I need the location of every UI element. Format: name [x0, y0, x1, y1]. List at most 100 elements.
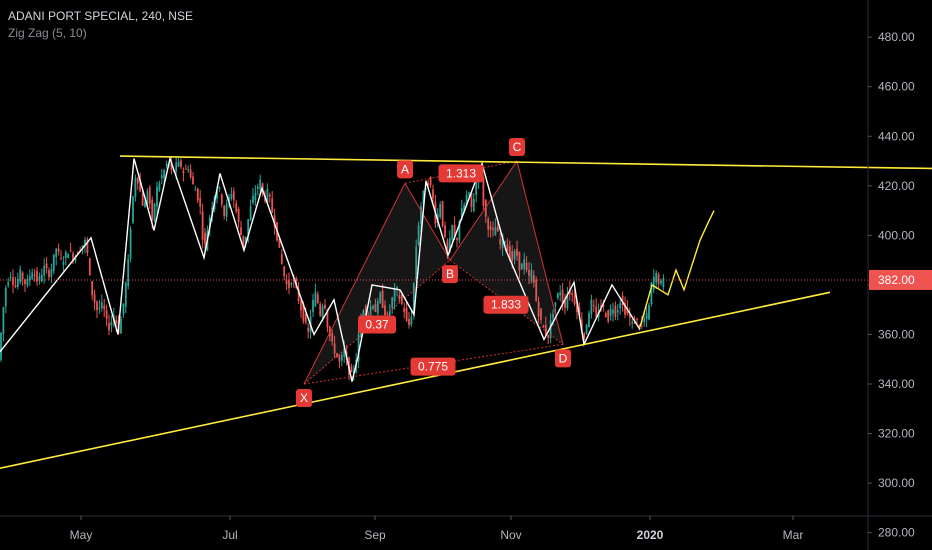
candle-body — [26, 278, 29, 286]
candle-body — [14, 285, 17, 287]
point-label-bg-A — [397, 160, 413, 179]
candle-body — [648, 304, 650, 320]
time-axis[interactable]: May Jul Sep Nov 2020 Mar — [0, 515, 932, 542]
indicator-label[interactable]: Zig Zag (5, 10) — [8, 26, 87, 40]
candle-body — [158, 183, 161, 191]
candle-body — [501, 235, 504, 248]
projection-path[interactable] — [639, 210, 715, 328]
candle-body — [216, 190, 218, 199]
candle-body — [232, 191, 235, 201]
candle-body — [124, 282, 127, 307]
resistance-trendline — [119, 155, 932, 170]
candle-body — [571, 293, 574, 296]
candle-body — [336, 353, 338, 357]
candle-body — [408, 319, 410, 326]
candle-body — [460, 208, 463, 220]
candle-body — [384, 305, 386, 316]
candle-body — [331, 332, 334, 342]
candle-body — [542, 325, 545, 328]
harmonic-leg-AB — [404, 183, 451, 261]
trendlines[interactable] — [0, 155, 932, 470]
candle-body — [288, 280, 290, 289]
candle-body — [307, 327, 310, 332]
candle-body — [189, 169, 192, 178]
candle-body — [340, 354, 343, 361]
candle-body — [602, 303, 605, 307]
candle-body — [256, 186, 259, 189]
candle-body — [628, 314, 631, 319]
candle-body — [91, 281, 94, 296]
candle-body — [465, 194, 468, 206]
candle-body — [69, 250, 72, 252]
candle-body — [283, 266, 286, 276]
candle-body — [386, 312, 389, 315]
candle-body — [81, 245, 84, 248]
candle-body — [496, 227, 499, 232]
candle-body — [451, 225, 454, 240]
candle-body — [105, 310, 108, 319]
candle-body — [266, 188, 269, 204]
candle-body — [153, 203, 156, 221]
candle-body — [43, 265, 46, 276]
candle-body — [220, 194, 223, 205]
candle-body — [432, 189, 434, 199]
candle-body — [208, 217, 211, 229]
candle-body — [110, 321, 113, 326]
candle-body — [468, 192, 470, 195]
price-axis[interactable]: 480.00460.00440.00420.00400.00380.00360.… — [867, 0, 932, 550]
candle-body — [470, 192, 473, 207]
chart-legend: ADANI PORT SPECIAL, 240, NSE Zig Zag (5,… — [8, 8, 193, 42]
candle-body — [292, 279, 295, 282]
point-label-bg-C — [509, 138, 525, 157]
candle-body — [184, 168, 187, 170]
candle-body — [302, 303, 305, 322]
price-tick-label: 440.00 — [878, 129, 915, 143]
candle-body — [64, 252, 67, 259]
candle-body — [655, 273, 658, 283]
pattern-labels[interactable]: X A B C D 0.37 0.775 1.313 1.833 — [296, 138, 571, 408]
candle-body — [312, 299, 314, 312]
candle-body — [439, 204, 442, 217]
candle-body — [415, 246, 418, 279]
last-price-badge — [869, 269, 932, 290]
candle-body — [31, 272, 34, 280]
point-label-bg-X — [296, 389, 312, 408]
candle-body — [660, 280, 662, 284]
candle-body — [410, 317, 413, 325]
candle-body — [120, 318, 122, 334]
candle-body — [108, 323, 110, 331]
candle-body — [422, 190, 425, 204]
candle-body — [484, 200, 487, 217]
candle-body — [240, 227, 242, 236]
candle-body — [19, 269, 22, 283]
candle-body — [631, 322, 634, 324]
candle-body — [583, 333, 586, 340]
candle-body — [592, 304, 595, 306]
candle-body — [364, 306, 367, 316]
candle-body — [573, 295, 576, 304]
candle-body — [453, 224, 456, 237]
candle-body — [38, 276, 41, 281]
price-tick-label: 340.00 — [878, 377, 915, 391]
candle-body — [376, 301, 379, 314]
candle-body — [225, 203, 228, 217]
candle-body — [489, 226, 492, 230]
candle-body — [290, 282, 293, 285]
candle-body — [62, 262, 65, 265]
candle-body — [588, 313, 590, 328]
candle-body — [482, 177, 485, 206]
symbol-title[interactable]: ADANI PORT SPECIAL, 240, NSE — [8, 9, 193, 23]
candle-body — [160, 175, 163, 179]
candle-body — [132, 196, 134, 223]
candle-body — [535, 279, 538, 302]
ratio-label-bg — [410, 357, 456, 376]
time-tick-label: May — [70, 528, 93, 542]
candle-body — [134, 178, 137, 198]
candle-body — [381, 290, 384, 308]
candle-body — [429, 176, 432, 186]
candle-body — [595, 306, 598, 317]
candle-body — [446, 240, 449, 251]
candle-body — [218, 187, 221, 189]
